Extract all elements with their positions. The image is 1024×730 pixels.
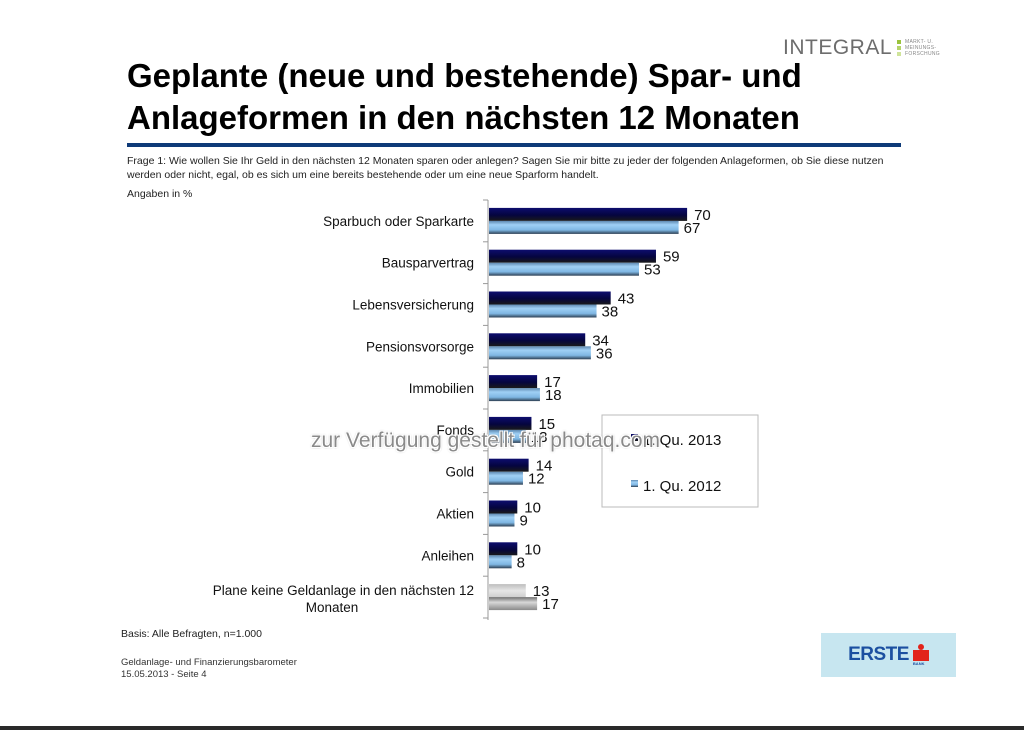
bar-2012	[489, 429, 526, 443]
value-label-2013: 10	[524, 541, 541, 558]
category-label: Bausparvertrag	[382, 256, 474, 271]
value-label-2013: 15	[538, 416, 555, 433]
bar-2012	[489, 513, 515, 527]
bar-2013	[489, 458, 529, 472]
bar-2012	[489, 262, 639, 276]
sparkasse-s-icon: BANK	[912, 644, 929, 666]
footer: Geldanlage- und Finanzierungsbarometer 1…	[121, 657, 297, 681]
erste-logo-sub: BANK	[912, 661, 925, 666]
value-label-2013: 70	[694, 207, 711, 224]
value-label-2012: 38	[602, 304, 619, 321]
bar-2013	[489, 333, 586, 347]
value-label-2012: 8	[517, 554, 525, 571]
value-label-2012: 36	[596, 345, 613, 362]
legend-swatch	[631, 480, 638, 487]
value-label-2013: 17	[544, 374, 561, 391]
tagline-line: Markt- u.	[905, 39, 934, 45]
value-label-2012: 9	[519, 513, 527, 530]
value-label-2012: 67	[684, 220, 701, 237]
integral-logo-bar	[897, 52, 902, 56]
value-label-2013: 14	[536, 458, 553, 475]
erste-bank-logo: ERSTE BANK	[821, 633, 956, 677]
bar-2012	[489, 346, 591, 360]
integral-logo: INTEGRAL Markt- u. Meinungs- forschung	[783, 36, 940, 60]
page-title: Geplante (neue und bestehende) Spar- und…	[127, 57, 802, 136]
category-label: Gold	[445, 465, 474, 480]
category-label: Lebensversicherung	[352, 298, 474, 313]
value-label-2013: 34	[592, 332, 609, 349]
value-label-2012: 17	[542, 596, 559, 613]
integral-logo-bars	[897, 40, 902, 56]
value-label-2012: 53	[644, 262, 661, 279]
bar-2012	[489, 555, 512, 569]
category-label: Sparbuch oder Sparkarte	[323, 214, 474, 229]
legend-label: 1. Qu. 2013	[643, 432, 721, 449]
value-label-2013: 10	[524, 500, 541, 517]
legend-swatch	[631, 434, 638, 441]
integral-logo-tagline: Markt- u. Meinungs- forschung	[905, 39, 940, 57]
bottom-border	[0, 726, 1024, 730]
bar-2012	[489, 304, 597, 318]
category-label: Pensionsvorsorge	[366, 339, 474, 354]
tagline-line: Meinungs-	[905, 45, 937, 51]
footer-date-page: 15.05.2013 - Seite 4	[121, 669, 207, 680]
tagline-line: forschung	[905, 51, 940, 57]
bar-2012	[489, 388, 540, 402]
footer-title: Geldanlage- und Finanzierungsbarometer	[121, 657, 297, 668]
bar-2013	[489, 207, 688, 221]
category-label: Aktien	[436, 507, 474, 522]
question-text: Frage 1: Wie wollen Sie Ihr Geld in den …	[127, 155, 884, 181]
bar-2012	[489, 220, 679, 234]
erste-logo-word: ERSTE	[848, 644, 909, 665]
value-label-2013: 43	[618, 291, 635, 308]
bar-2012	[489, 471, 523, 485]
category-label: Immobilien	[409, 381, 474, 396]
value-label-2012: 18	[545, 387, 562, 404]
integral-logo-bar	[897, 40, 902, 44]
bar-2013	[489, 291, 611, 305]
legend-label: 1. Qu. 2012	[643, 478, 721, 495]
basis-note: Basis: Alle Befragten, n=1.000	[121, 628, 262, 640]
bar-2013	[489, 416, 532, 430]
value-label-2013: 13	[533, 583, 550, 600]
integral-logo-word: INTEGRAL	[783, 36, 893, 59]
bar-2013	[489, 249, 656, 263]
integral-logo-bar	[897, 46, 902, 50]
category-label: Anleihen	[421, 548, 474, 563]
category-label: Monaten	[306, 600, 359, 615]
category-label: Plane keine Geldanlage in den nächsten 1…	[213, 583, 474, 598]
unit-note: Angaben in %	[127, 188, 193, 200]
value-label-2013: 59	[663, 249, 680, 266]
legend-box	[601, 414, 759, 508]
bar-2013	[489, 500, 518, 514]
bar-2013	[489, 584, 526, 598]
value-label-2012: 12	[528, 471, 545, 488]
title-rule	[127, 143, 901, 147]
bar-2012	[489, 597, 538, 611]
category-label: Fonds	[436, 423, 474, 438]
bar-2013	[489, 375, 538, 389]
bar-2013	[489, 542, 518, 556]
value-label-2012: 13	[531, 429, 548, 446]
